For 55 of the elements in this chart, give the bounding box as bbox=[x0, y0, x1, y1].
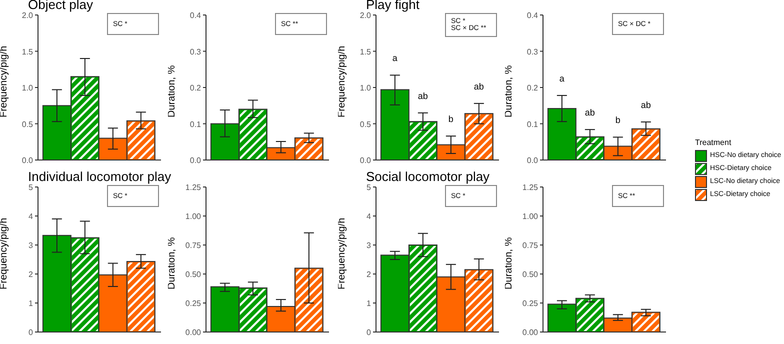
y-tick-label: 0.3 bbox=[190, 47, 202, 56]
data-label: ab bbox=[418, 90, 428, 101]
data-label: ab bbox=[584, 108, 595, 118]
data-label: a bbox=[392, 53, 398, 64]
y-tick-label: 0.5 bbox=[22, 120, 34, 129]
data-label: a bbox=[559, 73, 564, 84]
y-tick-label: 2.0 bbox=[22, 11, 34, 20]
y-tick-label: 2.0 bbox=[360, 11, 372, 20]
y-tick-label: 0.0 bbox=[360, 156, 372, 165]
y-tick-label: 0.1 bbox=[526, 120, 539, 129]
y-tick-label: 1.5 bbox=[360, 47, 372, 56]
y-tick-label: 0.25 bbox=[522, 299, 539, 308]
y-tick-label: 0.5 bbox=[360, 120, 372, 129]
y-tick-label: 0.00 bbox=[522, 328, 539, 337]
y-tick-label: 1.00 bbox=[185, 212, 202, 221]
y-tick-label: 1.5 bbox=[22, 47, 34, 56]
y-tick-label: 0.4 bbox=[526, 11, 539, 20]
y-tick-label: 0 bbox=[28, 328, 34, 337]
y-tick-label: 0.25 bbox=[185, 299, 202, 308]
legend-title: Treatment bbox=[695, 138, 732, 147]
chart-title: Social locomotor play bbox=[366, 169, 490, 184]
y-tick-label: 3 bbox=[28, 241, 34, 250]
data-label: ab bbox=[640, 100, 651, 110]
y-tick-label: 1 bbox=[366, 299, 372, 308]
y-tick-label: 0.2 bbox=[526, 84, 539, 92]
y-tick-label: 0.50 bbox=[522, 270, 539, 279]
y-tick-label: 4 bbox=[28, 212, 34, 221]
y-tick-label: 0.50 bbox=[185, 270, 202, 279]
y-tick-label: 1 bbox=[28, 299, 34, 308]
y-tick-label: 1.25 bbox=[185, 183, 202, 192]
chart-title: Individual locomotor play bbox=[28, 169, 172, 184]
y-tick-label: 2 bbox=[28, 270, 34, 279]
y-tick-label: 1.0 bbox=[360, 84, 372, 92]
y-tick-label: 3 bbox=[366, 241, 372, 250]
y-tick-label: 1.25 bbox=[522, 183, 539, 192]
data-label: ab bbox=[474, 81, 484, 92]
y-tick-label: 1.00 bbox=[522, 212, 539, 221]
y-tick-label: 0.0 bbox=[22, 156, 34, 165]
y-tick-label: 0.1 bbox=[190, 120, 202, 129]
y-tick-label: 0.0 bbox=[190, 156, 202, 165]
y-tick-label: 0.0 bbox=[526, 156, 539, 165]
y-tick-label: 0.4 bbox=[190, 11, 202, 20]
y-tick-label: 2 bbox=[366, 270, 372, 279]
y-tick-label: 0.75 bbox=[185, 241, 202, 250]
y-tick-label: 4 bbox=[366, 212, 372, 221]
y-tick-label: 0.2 bbox=[190, 84, 202, 92]
data-label: b bbox=[448, 114, 454, 124]
y-tick-label: 0.75 bbox=[522, 241, 539, 250]
y-tick-label: 1.0 bbox=[22, 84, 34, 92]
y-tick-label: 5 bbox=[28, 183, 34, 192]
y-tick-label: 5 bbox=[366, 183, 372, 192]
y-tick-label: 0.3 bbox=[526, 47, 539, 56]
data-label: b bbox=[615, 115, 620, 126]
y-tick-label: 0.00 bbox=[185, 328, 202, 337]
y-tick-label: 0 bbox=[366, 328, 372, 337]
